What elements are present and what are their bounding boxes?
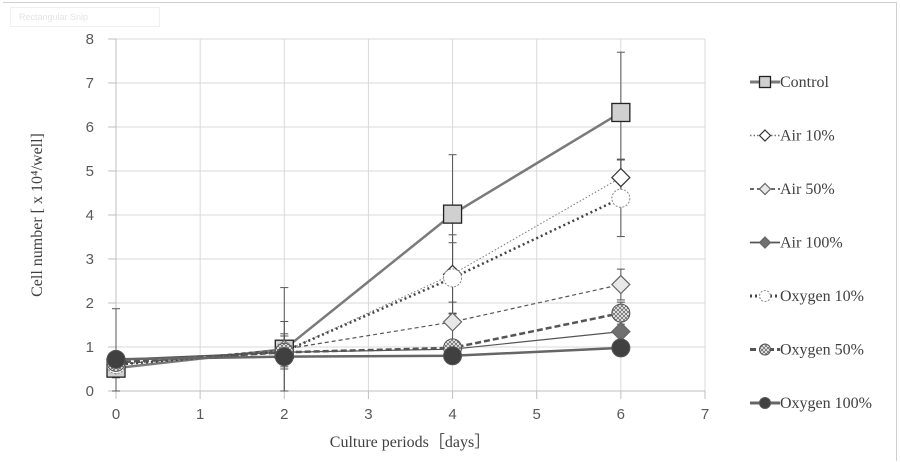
legend-marker [758,75,772,89]
y-tick-label: 3 [86,251,94,268]
y-tick-label: 1 [86,339,94,356]
y-tick-label: 4 [86,207,94,224]
data-point [611,167,631,188]
x-tick-label: 5 [533,406,541,423]
data-point [611,338,631,358]
data-point [611,321,631,342]
data-point [611,188,631,208]
series-line [115,197,622,366]
data-point [611,303,631,323]
legend-marker [759,290,771,302]
legend-marker [758,182,772,196]
data-point [442,312,463,332]
x-tick-label: 3 [364,406,372,423]
x-tick-label: 1 [196,406,204,423]
data-point [611,102,631,123]
snip-artifact-label: Rectangular Snip [10,7,160,27]
legend-marker [759,343,771,356]
y-tick-label: 2 [86,295,94,312]
data-point [106,349,126,369]
legend-label: Control [780,74,829,91]
y-axis-label: Cell number [ x 10⁴/well] [29,133,46,297]
legend-marker [758,236,772,249]
y-tick-label: 0 [86,383,94,400]
data-point [274,347,294,367]
series-line [115,346,621,361]
legend-marker [759,397,771,409]
data-point [442,204,463,224]
legend-marker [758,129,772,142]
x-tick-label: 4 [448,406,456,423]
data-point [443,268,463,288]
legend-label: Air 100% [780,235,843,252]
y-tick-label: 8 [86,31,94,48]
x-tick-label: 6 [617,406,625,423]
data-point [443,346,463,366]
x-tick-label: 0 [112,406,120,423]
x-tick-label: 2 [280,406,288,423]
legend-label: Air 10% [780,128,835,145]
legend-label: Air 50% [780,181,835,198]
legend-label: Oxygen 10% [780,288,864,305]
x-tick-label: 7 [701,406,709,423]
x-axis-label: Culture periods［days］ [330,433,490,451]
y-tick-label: 6 [86,119,94,136]
data-point [611,274,631,295]
chart-frame [3,2,897,461]
legend-label: Oxygen 100% [780,395,872,412]
legend-label: Oxygen 50% [780,342,864,359]
y-tick-label: 5 [86,163,94,180]
y-tick-label: 7 [86,75,94,92]
